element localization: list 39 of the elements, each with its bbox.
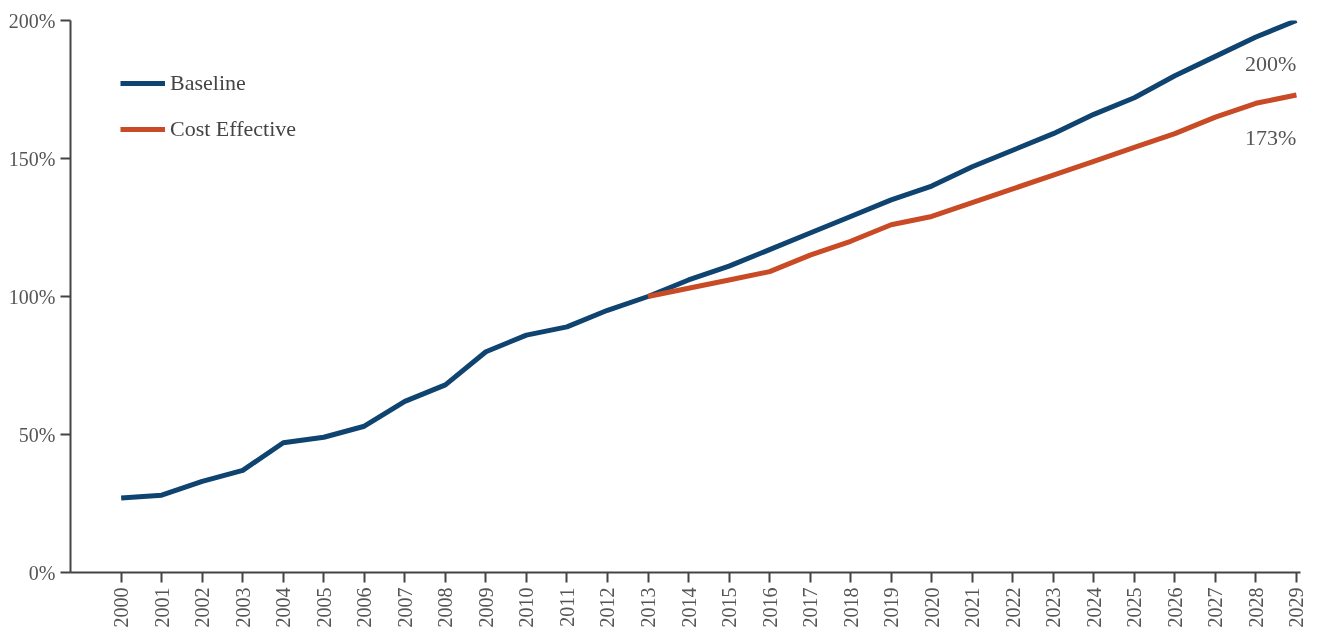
legend-label: Cost Effective (170, 116, 297, 142)
y-tick-label: 150% (8, 147, 56, 170)
x-tick-label: 2010 (515, 587, 538, 628)
x-tick-label: 2008 (434, 587, 457, 628)
x-tick-label: 2006 (353, 587, 376, 628)
x-tick-label: 2025 (1123, 587, 1146, 628)
x-tick-label: 2009 (474, 587, 497, 628)
x-tick-label: 2022 (1001, 587, 1024, 628)
x-tick-label: 2013 (637, 587, 660, 628)
y-tick-label: 50% (18, 423, 56, 446)
x-tick-label: 2028 (1244, 587, 1267, 628)
x-tick-label: 2002 (191, 587, 214, 628)
x-tick-label: 2016 (758, 587, 781, 628)
x-tick-label: 2017 (799, 587, 822, 628)
x-tick-label: 2011 (555, 587, 578, 627)
x-tick-label: 2026 (1163, 587, 1186, 628)
x-tick-label: 2020 (920, 587, 943, 628)
x-tick-label: 2023 (1042, 587, 1065, 628)
x-tick-label: 2027 (1204, 587, 1227, 628)
x-tick-label: 2021 (961, 587, 984, 628)
x-tick-label: 2004 (272, 587, 295, 628)
x-tick-label: 2019 (880, 587, 903, 628)
x-tick-label: 2000 (110, 587, 133, 628)
x-tick-label: 2005 (312, 587, 335, 628)
x-tick-label: 2012 (596, 587, 619, 628)
y-tick-label: 100% (8, 285, 56, 308)
y-tick-label: 0% (28, 561, 56, 584)
x-tick-label: 2007 (393, 587, 416, 628)
annotation: 173% (1245, 125, 1297, 151)
x-tick-label: 2018 (839, 587, 862, 628)
x-tick-label: 2029 (1285, 587, 1308, 628)
x-tick-label: 2001 (150, 587, 173, 628)
x-tick-label: 2024 (1082, 587, 1105, 628)
y-tick-label: 200% (8, 9, 56, 32)
legend-label: Baseline (170, 70, 246, 96)
annotation: 200% (1245, 50, 1297, 76)
x-tick-label: 2014 (677, 587, 700, 628)
x-tick-label: 2003 (231, 587, 254, 628)
x-tick-label: 2015 (718, 587, 741, 628)
